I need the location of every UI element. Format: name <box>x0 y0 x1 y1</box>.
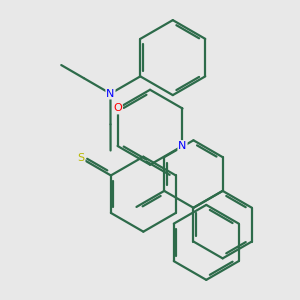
Text: N: N <box>178 141 187 151</box>
Text: S: S <box>77 153 85 163</box>
Text: N: N <box>106 88 115 99</box>
Text: O: O <box>113 103 122 113</box>
